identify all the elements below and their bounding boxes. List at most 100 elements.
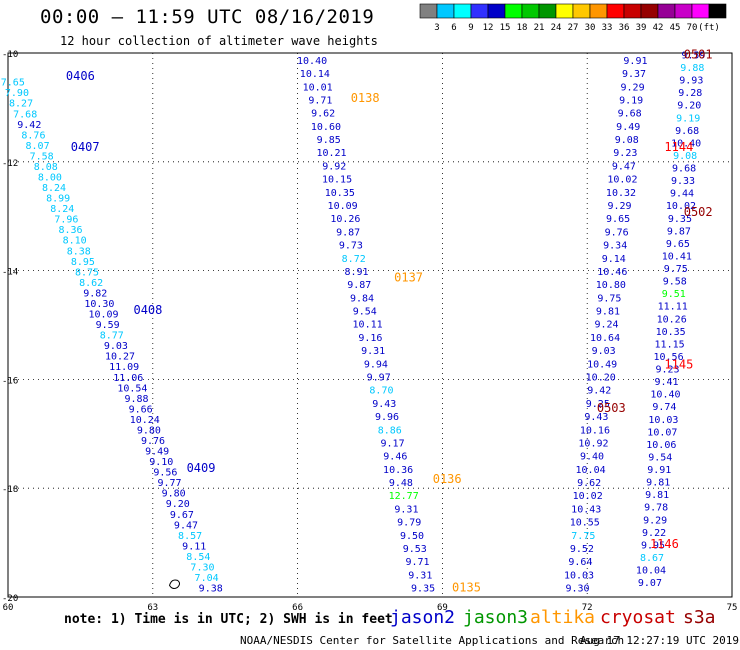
wave-height-value: 8.95	[71, 257, 95, 268]
wave-height-value: 10.30	[84, 299, 114, 310]
wave-height-value: 9.67	[170, 510, 194, 521]
wave-height-value: 9.96	[375, 412, 399, 423]
wave-height-value: 10.01	[303, 82, 333, 93]
legend-tick-label: 33	[602, 23, 613, 33]
wave-height-value: 9.75	[664, 264, 688, 275]
wave-height-value: 9.85	[317, 135, 341, 146]
wave-height-value: 11.09	[109, 362, 139, 373]
satellite-cryosat-label: cryosat	[600, 607, 676, 628]
wave-height-value: 9.88	[680, 63, 704, 74]
legend-tick-label: 70	[687, 23, 698, 33]
page-title: 00:00 — 11:59 UTC 08/16/2019	[40, 6, 375, 28]
wave-height-value: 9.29	[621, 82, 645, 93]
wave-height-value: 8.36	[58, 225, 82, 236]
wave-height-value: 10.49	[587, 359, 617, 370]
wave-height-value: 9.23	[655, 365, 679, 376]
wave-height-value: 10.16	[580, 425, 610, 436]
wave-height-value: 10.26	[657, 314, 687, 325]
wave-height-value: 10.35	[656, 327, 686, 338]
wave-height-value: 10.11	[353, 320, 383, 331]
wave-height-value: 8.24	[50, 204, 74, 215]
wave-height-value: 9.34	[603, 241, 627, 252]
wave-height-value: 9.48	[389, 478, 413, 489]
wave-height-value: 10.40	[650, 390, 680, 401]
wave-height-value: 10.04	[576, 465, 606, 476]
wave-height-value: 10.41	[662, 251, 692, 262]
wave-height-value: 9.54	[648, 452, 672, 463]
wave-height-value: 9.51	[662, 289, 686, 300]
wave-height-value: 10.07	[647, 427, 677, 438]
wave-height-value: 8.77	[100, 331, 124, 342]
wave-height-value: 9.71	[308, 95, 332, 106]
legend-tick-label: 36	[619, 23, 630, 33]
wave-height-value: 9.25	[586, 399, 610, 410]
wave-height-value: 10.24	[130, 415, 160, 426]
wave-height-value: 9.20	[166, 499, 190, 510]
wave-height-value: 8.07	[26, 141, 50, 152]
wave-height-value: 9.22	[642, 528, 666, 539]
wave-height-value: 9.31	[408, 570, 432, 581]
wave-height-value: 9.54	[353, 307, 377, 318]
wave-height-value: 9.52	[570, 544, 594, 555]
wave-height-value: 9.80	[137, 425, 161, 436]
legend-tick-label: 9	[468, 23, 473, 33]
wave-height-value: 7.65	[1, 78, 25, 89]
wave-height-value: 10.03	[564, 570, 594, 581]
wave-height-value: 9.38	[199, 584, 223, 595]
wave-height-value: 9.88	[124, 394, 148, 405]
wave-height-value: 9.44	[670, 189, 694, 200]
wave-height-value: 9.74	[652, 402, 676, 413]
legend-tick-label: 18	[517, 23, 528, 33]
legend-tick-label: 21	[534, 23, 545, 33]
wave-height-value: 9.68	[618, 109, 642, 120]
wave-height-value: 9.46	[383, 452, 407, 463]
pass-time-label: 0408	[133, 303, 162, 317]
color-scale-legend: 3 6 9 12 15 18 21 24 27 30 33 36 39 42 45 70 (ft)	[419, 3, 727, 33]
lon-tick-label: 60	[3, 603, 14, 613]
wave-height-value: 10.80	[596, 280, 626, 291]
wave-height-value: 9.87	[667, 226, 691, 237]
wave-height-value: 10.15	[322, 175, 352, 186]
wave-height-value: 10.20	[586, 372, 616, 383]
wave-height-value: 8.91	[344, 267, 368, 278]
lat-tick-label: -14	[2, 268, 18, 278]
wave-height-value: 9.82	[83, 288, 107, 299]
lon-tick-label: 66	[292, 603, 303, 613]
wave-height-value: 9.47	[612, 161, 636, 172]
lat-tick-label: -10	[2, 50, 18, 60]
wave-height-value: 10.54	[117, 383, 147, 394]
wave-height-value: 9.23	[613, 148, 637, 159]
pass-time-label: 0137	[394, 270, 423, 284]
wave-height-value: 12.77	[389, 491, 419, 502]
wave-height-value: 9.42	[587, 386, 611, 397]
wave-height-value: 9.76	[141, 436, 165, 447]
pass-time-label: 0406	[66, 69, 95, 83]
wave-height-value: 9.58	[663, 277, 687, 288]
pass-time-label: 1145	[664, 358, 693, 372]
lon-tick-label: 72	[582, 603, 593, 613]
wave-height-value: 9.10	[149, 457, 173, 468]
wave-height-value: 10.02	[666, 201, 696, 212]
legend-tick-label: 24	[551, 23, 562, 33]
wave-height-value: 10.46	[597, 267, 627, 278]
wave-height-value: 7.30	[190, 562, 214, 573]
wave-height-value: 8.54	[186, 552, 210, 563]
wave-height-value: 8.75	[75, 267, 99, 278]
wave-height-value: 9.77	[157, 478, 181, 489]
wave-height-value: 10.92	[578, 438, 608, 449]
wave-height-value: 10.27	[105, 352, 135, 363]
wave-height-value: 10.64	[590, 333, 620, 344]
wave-height-value: 9.84	[350, 293, 374, 304]
wave-height-value: 9.92	[322, 161, 346, 172]
wave-height-value: 8.38	[67, 246, 91, 257]
wave-height-value: 9.03	[104, 341, 128, 352]
pass-time-label: 0136	[433, 472, 462, 486]
wave-height-value: 9.91	[623, 56, 647, 67]
wave-height-value: 9.28	[678, 88, 702, 99]
wave-height-value: 9.17	[381, 438, 405, 449]
wave-height-value: 9.30	[565, 584, 589, 595]
wave-height-value: 9.43	[372, 399, 396, 410]
wave-height-value: 9.59	[681, 50, 705, 61]
